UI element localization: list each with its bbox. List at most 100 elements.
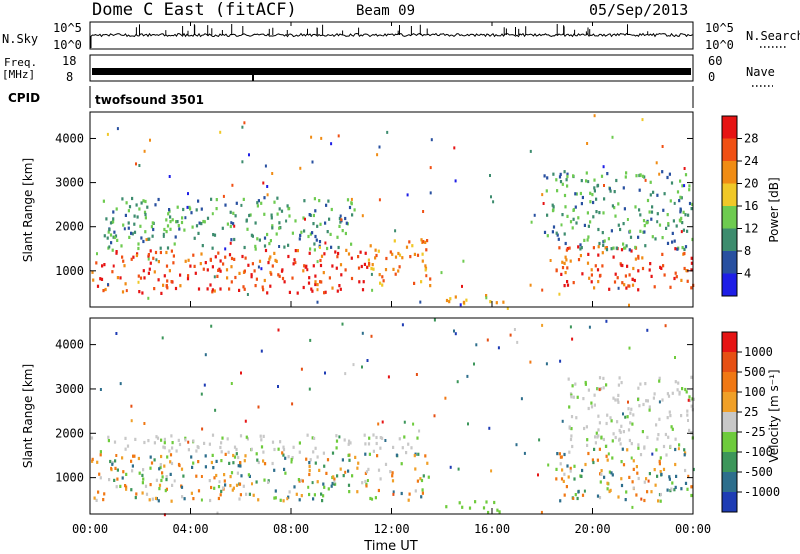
echo-cell — [245, 435, 248, 439]
beam-title: Beam 09 — [356, 3, 415, 19]
echo-cell — [571, 444, 574, 449]
echo-cell — [577, 216, 580, 220]
echo-cell — [307, 281, 311, 285]
echo-noise — [677, 447, 680, 451]
colorbar-swatch — [722, 492, 737, 513]
echo-cell — [590, 280, 593, 284]
echo-cell — [421, 259, 424, 263]
echo-cell — [606, 172, 609, 176]
echo-cell — [671, 427, 674, 431]
echo-cell — [597, 414, 600, 418]
freq-tick-bottom: 8 — [66, 70, 73, 84]
cpid-panel: CPID twofsound 3501 — [8, 86, 694, 108]
echo-cell — [126, 444, 130, 448]
echo-cell — [385, 256, 388, 261]
echo-cell — [392, 445, 395, 449]
echo-cell — [166, 224, 170, 228]
echo-cell — [245, 492, 248, 496]
echo-cell — [574, 205, 577, 209]
echo-cell — [609, 416, 612, 420]
echo-cell — [620, 424, 623, 428]
echo-cell — [308, 468, 311, 473]
echo-noise — [240, 203, 243, 207]
echo-cell — [183, 497, 186, 501]
echo-cell — [239, 461, 242, 465]
echo-cell — [219, 445, 222, 450]
echo-cell — [670, 425, 673, 429]
echo-cell — [563, 284, 566, 288]
y-tick-label: 2000 — [55, 426, 84, 440]
echo-cell — [270, 213, 273, 217]
echo-noise — [330, 142, 333, 146]
echo-cell — [659, 492, 662, 497]
echo-cell — [165, 218, 168, 222]
echo-cell — [370, 267, 373, 271]
echo-cell — [146, 205, 149, 209]
echo-cell — [559, 499, 562, 503]
echo-cell — [292, 262, 295, 266]
echo-cell — [668, 410, 671, 414]
echo-noise — [155, 258, 158, 262]
echo-cell — [232, 461, 235, 465]
echo-cell — [308, 461, 311, 465]
echo-cell — [645, 221, 648, 225]
echo-cell — [320, 280, 323, 284]
echo-cell — [610, 471, 613, 475]
echo-noise — [231, 183, 234, 187]
echo-noise — [473, 362, 475, 366]
echo-cell — [615, 178, 618, 183]
echo-cell — [288, 214, 291, 218]
echo-cell — [112, 235, 115, 239]
echo-noise — [545, 362, 548, 366]
echo-cell — [645, 399, 648, 403]
echo-cell — [261, 285, 264, 289]
echo-noise — [658, 172, 661, 176]
echo-noise — [138, 164, 141, 167]
echo-cell — [211, 288, 214, 292]
echo-cell — [213, 476, 216, 480]
echo-cell — [634, 245, 637, 249]
echo-cell — [195, 449, 198, 453]
echo-noise — [523, 451, 526, 455]
echo-cell — [605, 383, 608, 387]
echo-cell — [351, 213, 354, 217]
echo-cell — [269, 255, 272, 259]
echo-cell — [99, 476, 102, 480]
echo-cell — [127, 226, 130, 230]
velocity-echo-cells — [90, 318, 695, 517]
echo-cell — [605, 454, 608, 458]
echo-noise — [339, 214, 342, 218]
echo-cell — [112, 217, 115, 221]
echo-cell — [681, 221, 684, 225]
echo-noise — [147, 257, 150, 261]
echo-cell — [255, 480, 258, 484]
echo-cell — [114, 459, 117, 463]
echo-cell — [287, 243, 290, 247]
echo-cell — [139, 224, 142, 228]
colorbar-swatch — [722, 251, 737, 274]
echo-cell — [555, 477, 558, 481]
echo-cell — [202, 267, 205, 271]
echo-cell — [408, 492, 411, 496]
echo-cell — [111, 462, 114, 466]
echo-cell — [262, 434, 265, 438]
echo-cell — [246, 437, 249, 441]
echo-noise — [130, 419, 133, 423]
echo-cell — [678, 199, 681, 203]
echo-cell — [96, 460, 99, 464]
echo-noise — [168, 175, 171, 178]
colorbar-swatch — [722, 412, 737, 433]
echo-cell — [298, 450, 301, 454]
echo-cell — [684, 387, 687, 392]
echo-cell — [602, 211, 605, 215]
echo-cell — [142, 269, 145, 273]
echo-cell — [130, 257, 133, 261]
echo-cell — [624, 498, 627, 502]
echo-noise — [161, 336, 164, 340]
echo-cell — [224, 203, 227, 207]
echo-cell — [154, 250, 158, 255]
echo-cell — [249, 213, 252, 217]
echo-cell — [303, 264, 306, 268]
echo-cell — [350, 276, 354, 281]
echo-cell — [348, 490, 351, 494]
